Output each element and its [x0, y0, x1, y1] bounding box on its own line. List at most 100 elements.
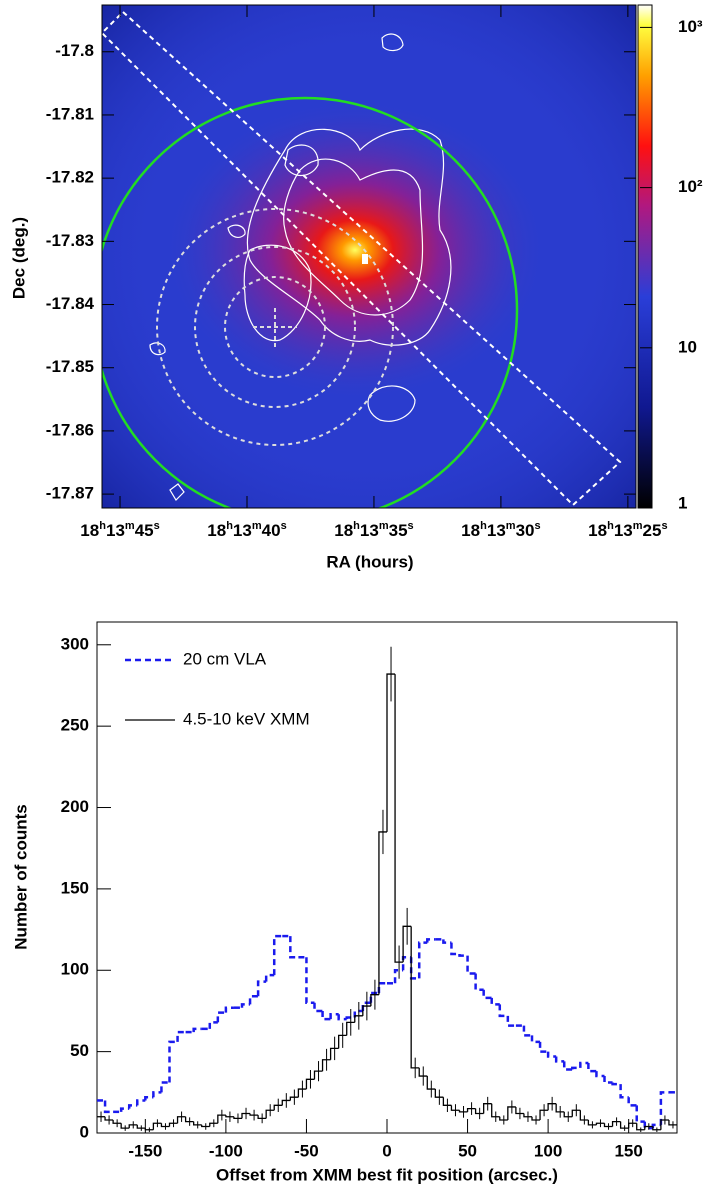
contour — [381, 33, 404, 52]
histogram-bin — [168, 1122, 178, 1127]
histogram-bin — [595, 1071, 605, 1078]
histogram-bin — [483, 1103, 492, 1114]
colorbar-tick-label: 10³ — [678, 17, 703, 36]
histogram-bin — [619, 1121, 629, 1129]
histogram-bin — [466, 1107, 476, 1112]
y-tick-label: -17.81 — [46, 104, 94, 123]
histogram-bin — [136, 1124, 146, 1129]
histogram-bin — [595, 1122, 605, 1125]
y-tick-label: 100 — [61, 960, 89, 979]
histogram-bin — [579, 1110, 589, 1121]
histogram-bin — [144, 1128, 154, 1131]
histogram-bin — [434, 1089, 444, 1098]
histogram-bin — [313, 1002, 323, 1013]
histogram-bin — [668, 1119, 677, 1126]
histogram-bin — [192, 1027, 202, 1033]
histogram-bin — [233, 1116, 242, 1119]
y-tick-label: 200 — [61, 797, 89, 816]
histogram-bin — [523, 1113, 532, 1118]
x-tick-label: 18h13m25s — [588, 520, 667, 541]
histogram-bin — [201, 1124, 210, 1128]
histogram-bin — [209, 1122, 218, 1127]
histogram-bin — [225, 1115, 234, 1118]
histogram-bin — [305, 1078, 315, 1090]
x-tick-label: -100 — [209, 1141, 243, 1160]
histogram-bin — [160, 1081, 170, 1093]
histogram-bin — [546, 1051, 557, 1058]
histogram-bin — [241, 1112, 251, 1119]
contour — [367, 385, 416, 422]
contour — [283, 158, 424, 316]
histogram-bin — [507, 1106, 516, 1120]
cross — [253, 308, 297, 350]
histogram-bin — [474, 973, 484, 992]
histogram-bin — [394, 674, 404, 963]
histogram-bin — [176, 1116, 186, 1124]
dashed-circle — [194, 246, 356, 408]
x-tick-label: 18h13m45s — [80, 520, 159, 541]
emission — [165, 100, 545, 400]
histogram-bin — [208, 1021, 218, 1029]
histogram-bin — [338, 1034, 347, 1049]
histogram-bin — [272, 934, 283, 976]
histogram-bin — [450, 942, 460, 956]
histogram-bin — [103, 1100, 114, 1114]
histogram-bin — [563, 1111, 573, 1118]
green-circle — [102, 96, 519, 508]
histogram-bin — [410, 926, 420, 1069]
x-tick-label: -150 — [128, 1141, 162, 1160]
histogram-bin — [257, 1115, 267, 1119]
histogram-bin — [329, 1047, 339, 1060]
histogram-bin — [248, 995, 259, 1005]
x-axis-label: RA (hours) — [326, 552, 413, 571]
histogram-bin — [184, 1116, 194, 1123]
x-tick-label: -50 — [294, 1141, 319, 1160]
y-tick-label: 300 — [61, 634, 89, 653]
histogram-bin — [531, 1116, 541, 1121]
contour — [284, 144, 319, 177]
histogram-bin — [587, 1119, 597, 1126]
histogram-bin — [289, 1096, 299, 1101]
histogram-bin — [264, 973, 275, 982]
y-tick-label: -17.82 — [46, 168, 94, 187]
legend-label: 4.5-10 keV XMM — [183, 709, 310, 728]
histogram-bin — [499, 1116, 508, 1121]
histogram-bin — [297, 1088, 307, 1098]
x-tick-label: 18h13m35s — [334, 520, 413, 541]
sky-image — [102, 5, 636, 508]
contour — [149, 342, 166, 356]
histogram-bin — [498, 1004, 508, 1018]
colorbar-tick-label: 1 — [678, 493, 687, 512]
y-tick-label: -17.84 — [46, 294, 95, 313]
histogram-bin — [112, 1119, 122, 1124]
histogram-bin — [458, 953, 468, 957]
x-axis-label: Offset from XMM best fit position (arcse… — [216, 1165, 558, 1184]
histogram-bin — [458, 1110, 468, 1113]
histogram-bin — [562, 1061, 573, 1071]
histogram-bin — [660, 1119, 669, 1130]
contour — [246, 128, 452, 346]
y-axis-label: Number of counts — [11, 804, 30, 949]
y-tick-label: -17.87 — [46, 484, 94, 503]
colorbar-tick-label: 10² — [678, 177, 703, 196]
histogram-bin — [587, 1063, 597, 1073]
histogram-bin — [119, 1107, 130, 1112]
histogram-bin — [224, 1006, 234, 1013]
histogram-bin — [128, 1124, 138, 1129]
histogram-bin — [571, 1109, 581, 1117]
histogram-bin — [160, 1123, 170, 1128]
x-tick-label: 100 — [534, 1141, 562, 1160]
histogram-bin — [555, 1103, 565, 1113]
histogram-bin — [313, 1070, 323, 1080]
histogram-bin — [539, 1109, 549, 1120]
histogram-bin — [120, 1123, 130, 1129]
histogram-bin — [321, 1010, 331, 1021]
histogram-bin — [611, 1120, 621, 1127]
histogram-bin — [321, 1059, 331, 1072]
legend-label: 20 cm VLA — [183, 649, 267, 668]
histogram-bin — [104, 1116, 114, 1121]
histogram-bin — [281, 1099, 291, 1106]
histogram-bin — [345, 1016, 355, 1020]
histogram-bin — [152, 1091, 162, 1098]
